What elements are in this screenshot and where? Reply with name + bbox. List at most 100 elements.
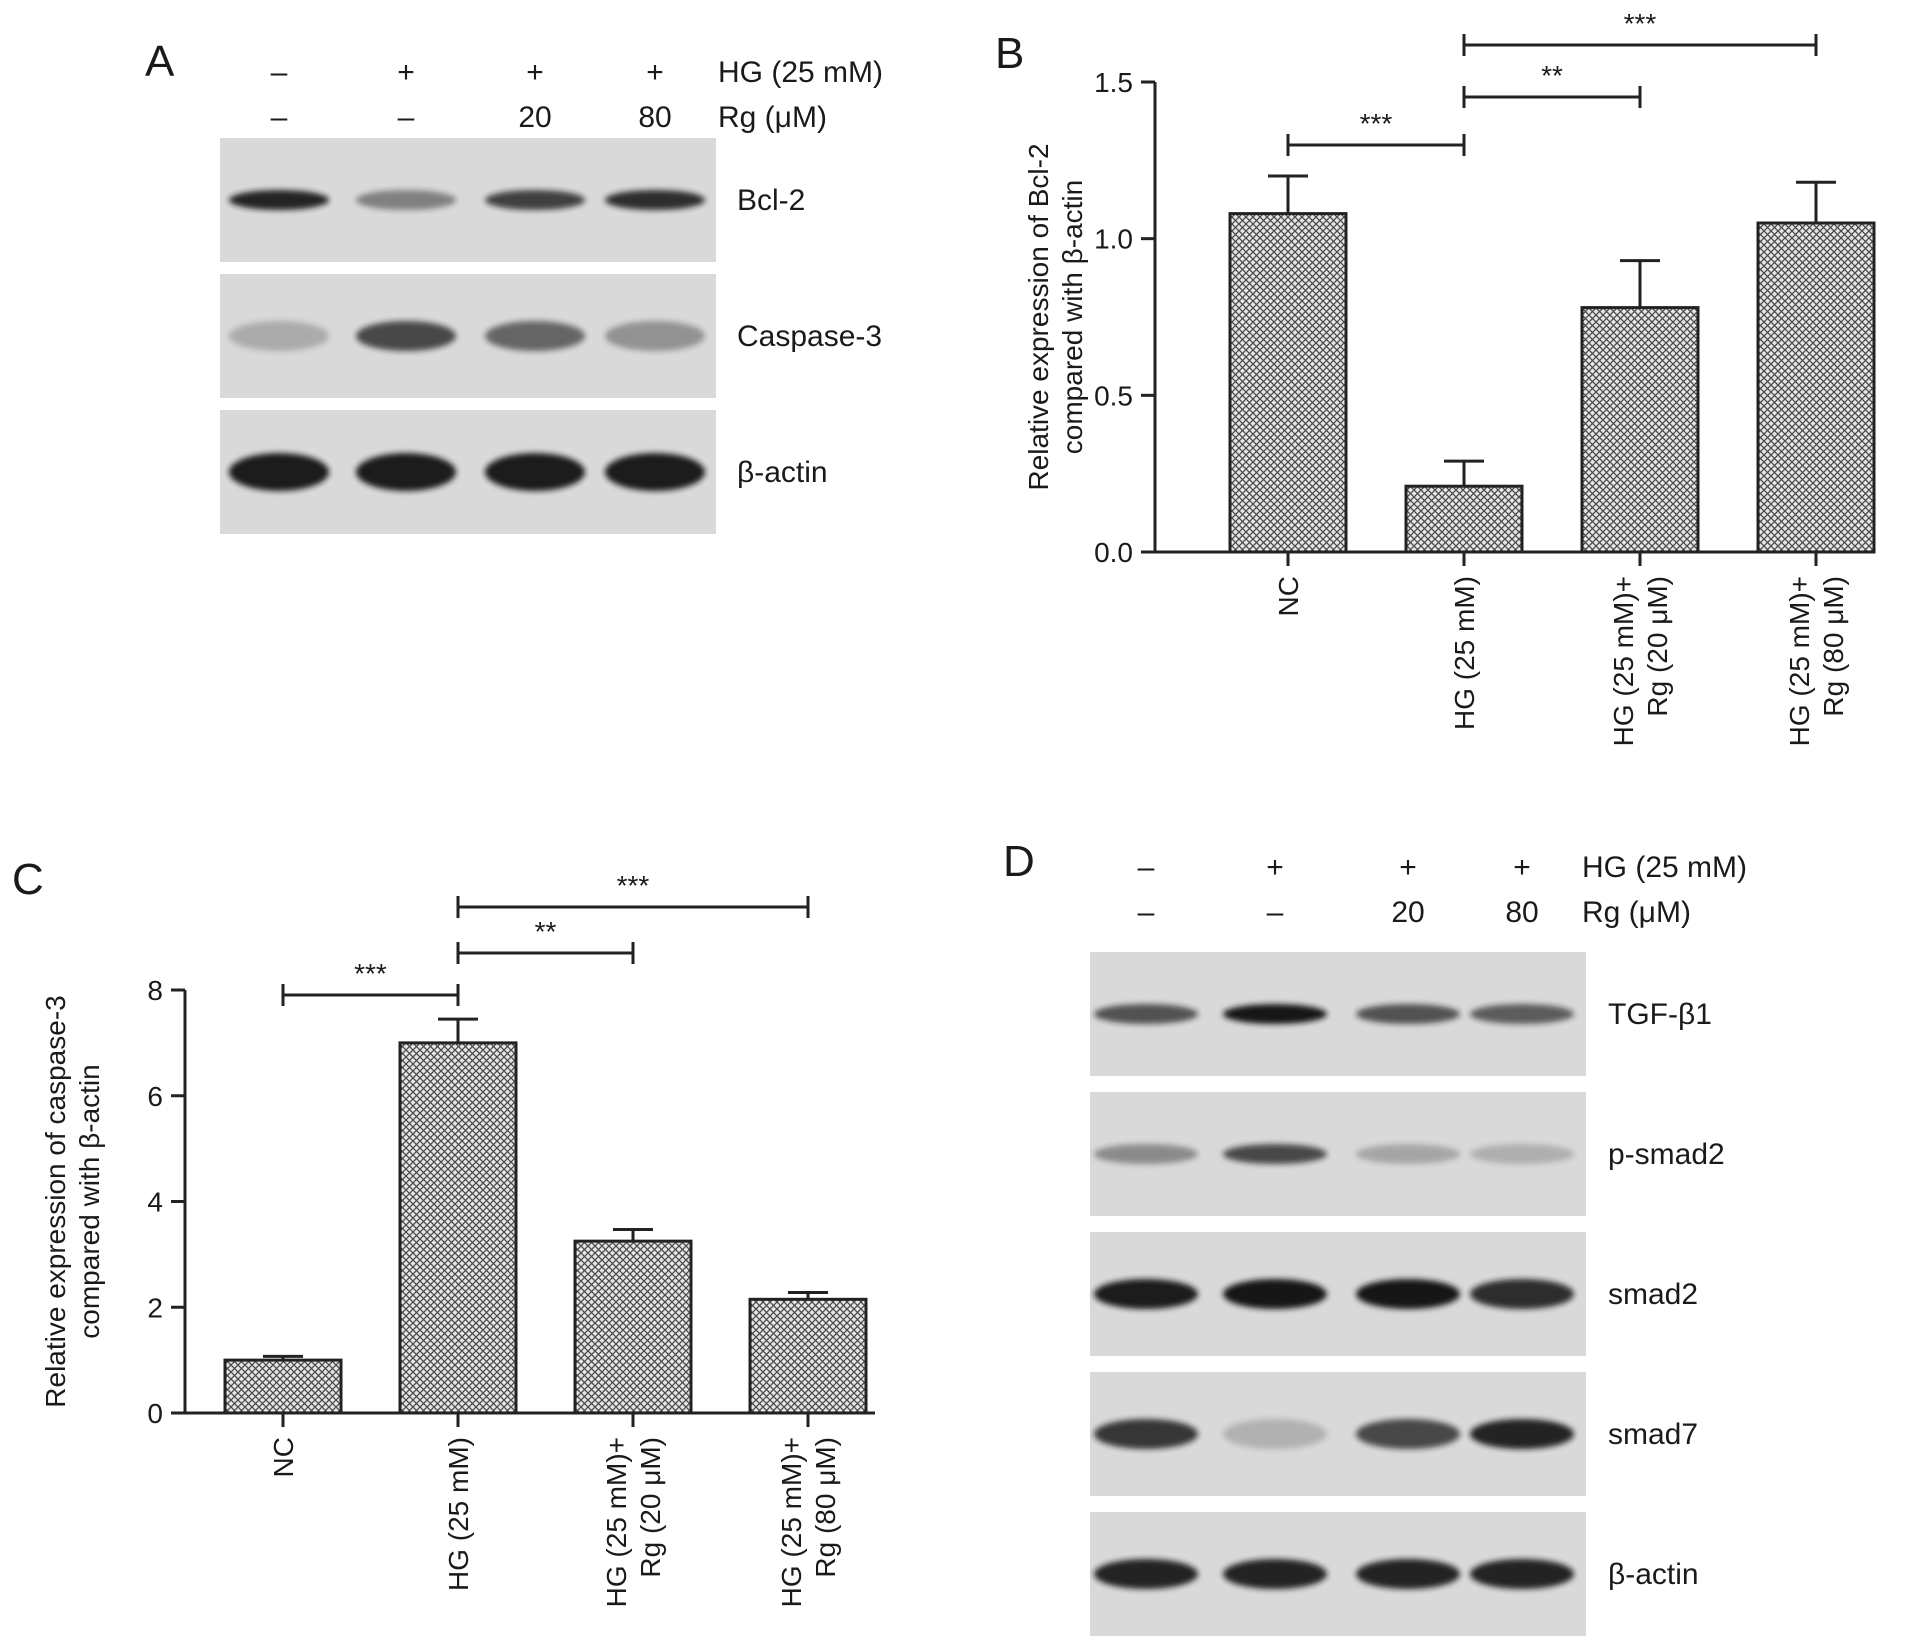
blot-band <box>1094 1419 1198 1449</box>
blot-band <box>1223 1004 1327 1024</box>
lane-treatment-1-2: 20 <box>1391 896 1424 929</box>
lane-treatment-1-0: – <box>271 101 288 134</box>
lane-treatment-0-1: + <box>397 56 415 89</box>
lane-treatment-1-1: – <box>398 101 415 134</box>
x-tick-label: HG (25 mM)+ <box>1608 576 1639 746</box>
blot-band <box>1094 1279 1198 1309</box>
x-tick-label: Rg (20 μM) <box>635 1437 666 1578</box>
blot-band <box>229 190 329 210</box>
y-tick-label: 1.0 <box>1094 224 1133 255</box>
y-tick-label: 8 <box>147 975 163 1006</box>
lane-treatment-1-1: – <box>1267 896 1284 929</box>
blot-band <box>356 190 456 210</box>
blot-label: Caspase-3 <box>737 320 882 353</box>
panel-letter-a: A <box>145 37 175 86</box>
lane-treatment-0-1: + <box>1266 851 1284 884</box>
blot-band <box>1223 1419 1327 1449</box>
lane-treatment-0-2: + <box>526 56 544 89</box>
y-tick-label: 0.5 <box>1094 380 1133 411</box>
bar <box>223 1358 343 1415</box>
significance-label: ** <box>1541 60 1563 91</box>
significance-label: *** <box>617 870 650 901</box>
blot-label: β-actin <box>737 456 828 489</box>
lane-treatment-0-0: – <box>271 56 288 89</box>
lane-treatment-1-0: – <box>1138 896 1155 929</box>
treatment-label-0: HG (25 mM) <box>1582 851 1747 884</box>
treatment-label-0: HG (25 mM) <box>718 56 883 89</box>
x-tick-label: Rg (80 μM) <box>810 1437 841 1578</box>
blot-band <box>229 321 329 351</box>
blot-band <box>605 321 705 351</box>
blot-band <box>485 190 585 210</box>
blot-band <box>1470 1419 1574 1449</box>
lane-treatment-0-0: – <box>1138 851 1155 884</box>
blot-band <box>1223 1559 1327 1589</box>
lane-treatment-0-2: + <box>1399 851 1417 884</box>
x-tick-label: HG (25 mM) <box>443 1437 474 1591</box>
significance-label: *** <box>354 958 387 989</box>
blot-band <box>1094 1004 1198 1024</box>
western-blot-panel-a: – + + + HG (25 mM) – – 20 80 Rg (μM) Bcl-2 Caspase-… <box>220 56 883 534</box>
blot-label: β-actin <box>1608 1558 1699 1591</box>
x-tick-label: HG (25 mM)+ <box>776 1437 807 1607</box>
lane-treatment-1-2: 20 <box>518 101 551 134</box>
blot-band <box>1470 1279 1574 1309</box>
y-tick-label: 2 <box>147 1292 163 1323</box>
significance-label: ** <box>535 916 557 947</box>
y-axis-label: compared with β-actin <box>74 1064 105 1338</box>
x-tick-label: HG (25 mM) <box>1449 576 1480 730</box>
y-tick-label: 0.0 <box>1094 537 1133 568</box>
x-tick-label: Rg (20 μM) <box>1642 576 1673 717</box>
blot-band <box>485 453 585 491</box>
y-axis-label: Relative expression of caspase-3 <box>40 995 71 1407</box>
bar <box>1756 221 1876 554</box>
lane-treatment-0-3: + <box>1513 851 1531 884</box>
blot-band <box>605 190 705 210</box>
bar-chart-caspase3: 0 2 4 6 8 Relative expression of caspase-3 com… <box>40 870 875 1607</box>
panel-letter-d: D <box>1003 837 1035 886</box>
blot-band <box>1470 1004 1574 1024</box>
y-tick-label: 1.5 <box>1094 67 1133 98</box>
blot-label: smad7 <box>1608 1418 1698 1451</box>
x-tick-label: Rg (80 μM) <box>1818 576 1849 717</box>
blot-label: p-smad2 <box>1608 1138 1725 1171</box>
panel-letter-b: B <box>995 29 1024 78</box>
bar <box>1228 212 1348 554</box>
blot-label: TGF-β1 <box>1608 998 1712 1031</box>
blot-band <box>485 321 585 351</box>
x-tick-label: HG (25 mM)+ <box>601 1437 632 1607</box>
blot-band <box>1356 1419 1460 1449</box>
x-tick-label: NC <box>268 1437 299 1477</box>
lane-treatment-0-3: + <box>646 56 664 89</box>
blot-band <box>356 321 456 351</box>
significance-label: *** <box>1360 108 1393 139</box>
blot-band <box>1223 1279 1327 1309</box>
bar <box>1580 306 1700 554</box>
bar <box>1404 484 1524 554</box>
y-axis-label: Relative expression of Bcl-2 <box>1023 143 1054 490</box>
treatment-label-1: Rg (μM) <box>718 101 827 134</box>
bar <box>573 1239 693 1415</box>
blot-band <box>1223 1144 1327 1164</box>
blot-band <box>605 453 705 491</box>
bar <box>398 1041 518 1415</box>
x-tick-label: NC <box>1273 576 1304 616</box>
bar-chart-bcl2: 0.0 0.5 1.0 1.5 Relative expression of Bcl-2… <box>1023 8 1876 746</box>
blot-band <box>1470 1559 1574 1589</box>
blot-band <box>1470 1144 1574 1164</box>
lane-treatment-1-3: 80 <box>638 101 671 134</box>
blot-label: Bcl-2 <box>737 184 805 217</box>
significance-label: *** <box>1624 8 1657 39</box>
blot-band <box>1356 1004 1460 1024</box>
panel-letter-c: C <box>12 855 44 904</box>
y-axis-label: compared with β-actin <box>1057 180 1088 454</box>
blot-band <box>1094 1144 1198 1164</box>
blot-band <box>356 453 456 491</box>
y-tick-label: 4 <box>147 1187 163 1218</box>
lane-treatment-1-3: 80 <box>1505 896 1538 929</box>
western-blot-panel-d: – + + + HG (25 mM) – – 20 80 Rg (μM) TGF-β1 p-smad2… <box>1090 851 1747 1636</box>
blot-band <box>1356 1144 1460 1164</box>
bar <box>748 1297 868 1415</box>
blot-band <box>1356 1279 1460 1309</box>
